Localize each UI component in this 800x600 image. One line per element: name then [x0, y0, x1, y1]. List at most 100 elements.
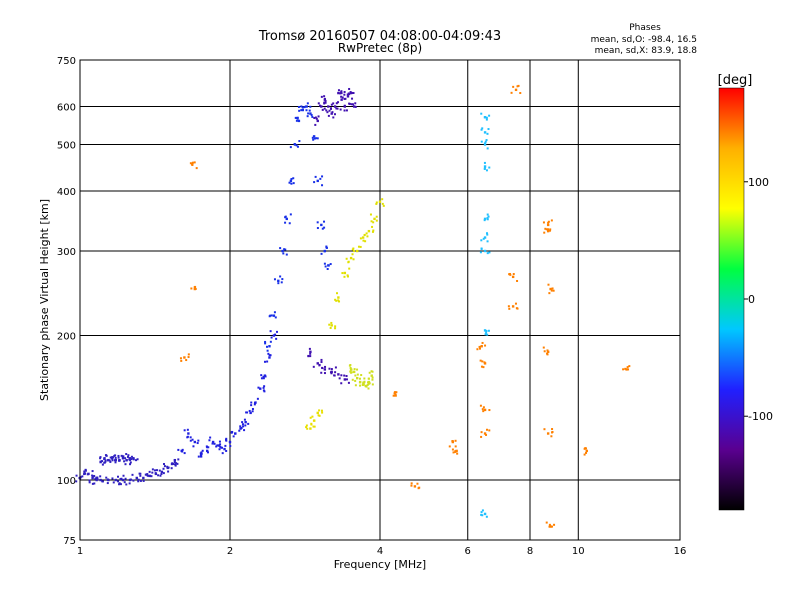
data-point	[349, 366, 352, 369]
data-point	[340, 90, 343, 93]
data-point	[197, 455, 200, 458]
data-point	[211, 440, 215, 444]
data-point	[129, 461, 132, 464]
data-point	[545, 228, 548, 231]
chart-title: Tromsø 20160507 04:08:00-04:09:43	[258, 29, 501, 44]
data-point	[88, 481, 91, 484]
data-point	[123, 481, 126, 484]
data-point	[553, 523, 556, 526]
data-point	[324, 101, 327, 104]
data-point	[99, 460, 102, 463]
series-points	[479, 112, 491, 518]
y-axis-label: Stationary phase Virtual Height [km]	[38, 199, 51, 401]
data-point	[108, 459, 111, 462]
data-point	[187, 432, 190, 435]
data-point	[352, 103, 355, 106]
data-point	[260, 374, 263, 377]
data-point	[362, 239, 365, 242]
data-point	[194, 287, 197, 290]
data-point	[279, 247, 282, 250]
data-point	[375, 202, 378, 205]
data-point	[308, 109, 311, 112]
x-tick-label: 16	[674, 546, 687, 557]
data-point	[361, 236, 365, 239]
data-point	[544, 227, 547, 230]
data-point	[483, 236, 487, 239]
data-point	[208, 439, 211, 442]
data-point	[221, 452, 224, 455]
data-point	[135, 476, 138, 480]
data-point	[323, 220, 326, 223]
data-point	[483, 432, 487, 435]
data-point	[483, 362, 487, 365]
data-point	[485, 139, 488, 142]
y-tick-label: 100	[57, 476, 76, 487]
data-point	[343, 109, 346, 112]
data-point	[334, 366, 337, 369]
data-point	[348, 87, 351, 90]
data-point	[327, 114, 330, 117]
data-point	[247, 422, 250, 425]
data-point	[336, 292, 339, 295]
data-point	[238, 429, 241, 432]
data-point	[99, 456, 102, 459]
data-point	[91, 476, 94, 480]
data-point	[284, 248, 287, 251]
data-point	[363, 381, 366, 384]
data-point	[584, 447, 587, 450]
data-point	[323, 97, 326, 100]
data-point	[337, 299, 340, 302]
data-point	[481, 127, 484, 130]
data-point	[281, 249, 284, 253]
data-point	[546, 350, 550, 353]
data-point	[323, 107, 326, 110]
data-point	[187, 353, 190, 356]
data-point	[320, 95, 323, 98]
data-point	[484, 344, 487, 347]
data-point	[111, 459, 114, 462]
data-point	[173, 460, 176, 463]
data-point	[193, 440, 197, 444]
data-point	[339, 92, 342, 95]
data-point	[320, 361, 323, 364]
data-point	[309, 105, 312, 108]
data-point	[346, 274, 349, 277]
data-point	[334, 327, 337, 330]
data-point	[230, 431, 233, 434]
data-point	[456, 452, 459, 455]
data-point	[313, 425, 316, 428]
data-point	[338, 300, 341, 303]
data-point	[343, 90, 346, 93]
data-point	[119, 478, 122, 481]
data-point	[185, 359, 188, 362]
data-point	[355, 249, 359, 253]
data-point	[177, 458, 180, 461]
data-point	[356, 373, 359, 376]
data-point	[284, 221, 287, 224]
data-point	[370, 220, 373, 223]
data-point	[117, 454, 120, 457]
data-point	[151, 471, 154, 474]
data-point	[290, 182, 293, 185]
data-point	[348, 267, 351, 270]
data-point	[483, 142, 486, 145]
data-point	[546, 432, 550, 435]
data-point	[262, 375, 265, 378]
data-point	[313, 419, 316, 422]
data-point	[370, 374, 373, 377]
data-point	[262, 389, 265, 392]
data-point	[346, 95, 350, 98]
data-point	[546, 353, 549, 356]
data-point	[345, 378, 348, 381]
data-point	[217, 444, 221, 447]
data-point	[583, 453, 586, 456]
data-point	[352, 247, 355, 250]
data-point	[343, 97, 346, 100]
data-point	[476, 348, 479, 351]
data-point	[509, 273, 512, 276]
data-point	[290, 178, 293, 181]
data-point	[483, 116, 486, 119]
data-point	[218, 448, 221, 451]
data-point	[118, 482, 121, 485]
data-point	[354, 384, 357, 387]
